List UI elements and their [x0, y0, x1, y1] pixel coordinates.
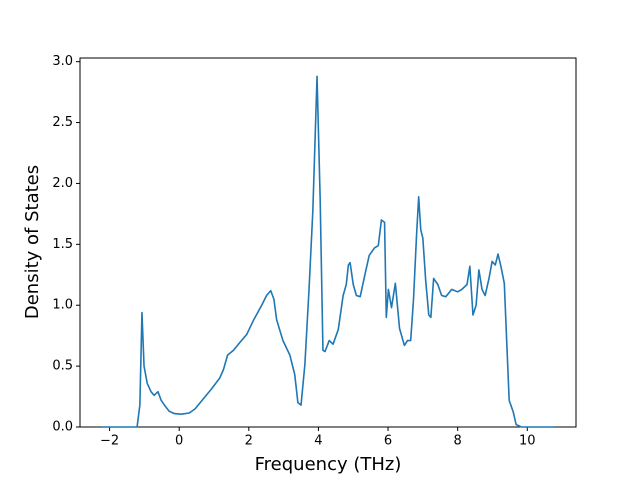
y-axis-label: Density of States [22, 165, 43, 319]
x-tick-label: 4 [314, 434, 322, 449]
x-axis-label: Frequency (THz) [255, 454, 402, 475]
x-tick-label: −2 [100, 434, 119, 449]
plot-frame [79, 57, 577, 428]
y-tick-label: 3.0 [52, 54, 73, 69]
y-tick-label: 2.0 [52, 176, 73, 191]
y-tick-label: 1.5 [52, 237, 73, 252]
x-tick-label: 8 [454, 434, 462, 449]
y-tick-label: 2.5 [52, 115, 73, 130]
y-tick-label: 0.0 [52, 420, 73, 435]
dos-line [101, 75, 555, 428]
x-tick-label: 2 [245, 434, 253, 449]
y-tick-label: 1.0 [52, 298, 73, 313]
x-tick-label: 6 [384, 434, 392, 449]
x-tick-label: 10 [519, 434, 536, 449]
y-tick-label: 0.5 [52, 359, 73, 374]
x-tick-label: 0 [175, 434, 183, 449]
